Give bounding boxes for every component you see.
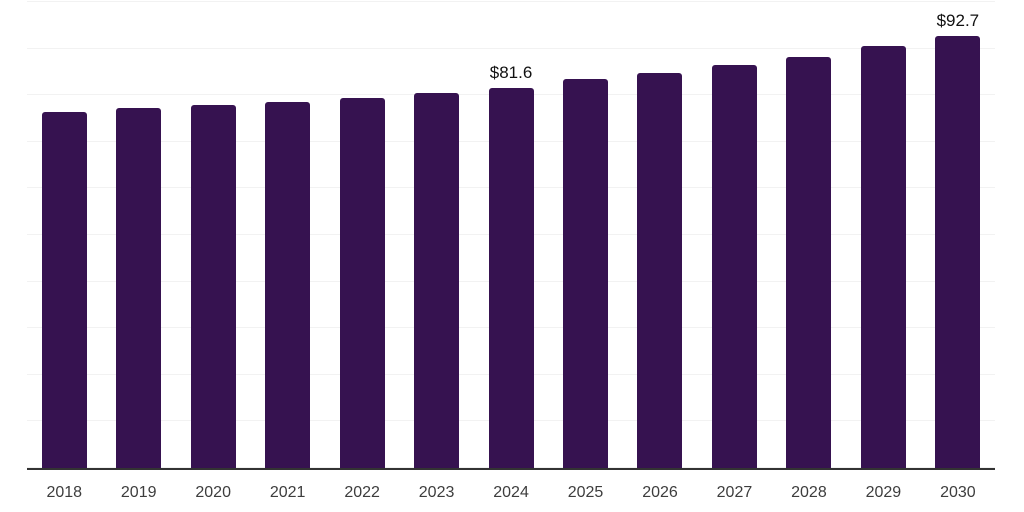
bar-2019 bbox=[116, 107, 162, 468]
data-label-2030: $92.7 bbox=[936, 11, 980, 31]
bar-slot-2027 bbox=[697, 0, 771, 468]
bar-slot-2018 bbox=[27, 0, 101, 468]
bar-slot-2028 bbox=[772, 0, 846, 468]
bar-2028 bbox=[786, 56, 832, 468]
x-tick-2025: 2025 bbox=[567, 484, 604, 501]
x-tick-2024: 2024 bbox=[493, 484, 529, 501]
bar-2026 bbox=[637, 72, 683, 468]
data-label-2024: $81.6 bbox=[489, 62, 533, 82]
bar-slot-2025 bbox=[548, 0, 622, 468]
gridline-90 bbox=[27, 47, 995, 49]
bar-2030 bbox=[935, 36, 981, 468]
bar-2029 bbox=[860, 46, 906, 468]
x-axis-labels: 2018 2019 2020 2021 2022 2023 2024 2025 2026 2027… bbox=[27, 483, 995, 503]
bar-slot-2021 bbox=[250, 0, 324, 468]
bar-2021 bbox=[265, 102, 311, 468]
bar-2025 bbox=[563, 79, 609, 468]
bar-2022 bbox=[339, 98, 385, 468]
bar-2027 bbox=[711, 65, 757, 468]
x-tick-2019: 2019 bbox=[120, 484, 157, 501]
x-tick-2027: 2027 bbox=[716, 484, 753, 501]
x-axis-line bbox=[27, 468, 995, 470]
x-tick-2020: 2020 bbox=[195, 484, 231, 501]
bar-2020 bbox=[190, 105, 236, 468]
x-tick-2028: 2028 bbox=[791, 484, 827, 501]
plot-area: $81.6 $92.7 bbox=[27, 0, 995, 468]
x-tick-2021: 2021 bbox=[269, 484, 306, 501]
bar-slot-2030: $92.7 bbox=[921, 0, 995, 468]
x-tick-2029: 2029 bbox=[865, 484, 902, 501]
x-tick-2023: 2023 bbox=[418, 484, 455, 501]
x-tick-2022: 2022 bbox=[344, 484, 380, 501]
bar-slot-2029 bbox=[846, 0, 920, 468]
bar-2024 bbox=[488, 87, 534, 468]
bar-slot-2020 bbox=[176, 0, 250, 468]
bar-slot-2023 bbox=[399, 0, 473, 468]
bar-slot-2026 bbox=[623, 0, 697, 468]
x-tick-2018: 2018 bbox=[46, 484, 83, 501]
bar-2023 bbox=[414, 92, 460, 468]
gridline-100 bbox=[27, 1, 995, 2]
bar-series: $81.6 $92.7 bbox=[27, 0, 995, 468]
x-tick-2026: 2026 bbox=[642, 484, 678, 501]
x-tick-2030: 2030 bbox=[940, 484, 976, 501]
bar-slot-2022 bbox=[325, 0, 399, 468]
bar-2018 bbox=[41, 111, 87, 468]
bar-slot-2024: $81.6 bbox=[474, 0, 548, 468]
bar-slot-2019 bbox=[101, 0, 175, 468]
